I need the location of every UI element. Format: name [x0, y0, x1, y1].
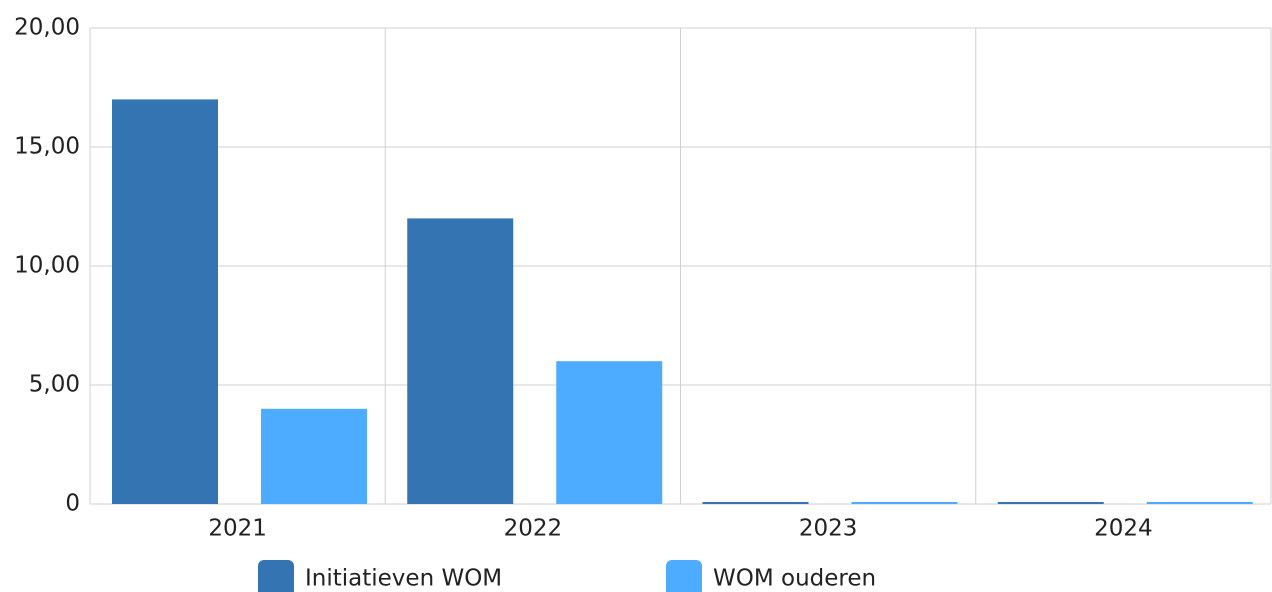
y-tick-label: 0 [65, 491, 80, 517]
bar [997, 502, 1104, 504]
legend-label: WOM ouderen [713, 566, 876, 592]
bar [556, 361, 663, 504]
bar [261, 408, 367, 504]
bar [112, 99, 218, 505]
x-tick-label: 2024 [1094, 516, 1153, 542]
legend-swatch [258, 560, 294, 592]
y-tick-label: 5,00 [29, 372, 80, 398]
x-tick-label: 2021 [208, 516, 267, 542]
y-tick-label: 15,00 [14, 134, 80, 160]
y-tick-label: 20,00 [14, 15, 80, 41]
bar [1146, 502, 1253, 504]
x-tick-label: 2023 [799, 516, 858, 542]
x-tick-label: 2022 [504, 516, 563, 542]
legend-swatch [666, 560, 702, 592]
bar [851, 502, 958, 504]
bar [407, 218, 514, 504]
legend-label: Initiatieven WOM [305, 566, 502, 592]
y-tick-label: 10,00 [14, 253, 80, 279]
bar [702, 502, 809, 504]
